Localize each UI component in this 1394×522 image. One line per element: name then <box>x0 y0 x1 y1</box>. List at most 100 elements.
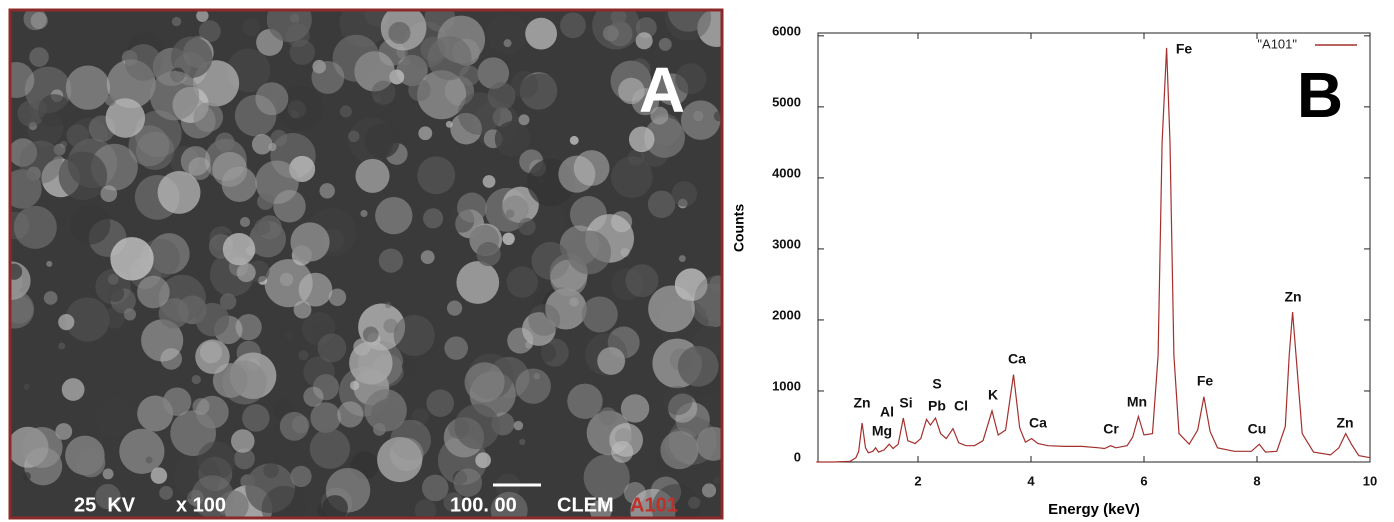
grain <box>599 501 608 509</box>
scale-label: 100. 00 <box>450 494 517 516</box>
grain <box>37 94 71 127</box>
y-tick-label: 0 <box>794 449 801 464</box>
y-tick-label: 4000 <box>772 165 801 180</box>
grain <box>373 94 382 103</box>
grain <box>709 275 722 292</box>
grain <box>191 475 235 518</box>
grain <box>515 368 551 404</box>
grain <box>219 293 237 310</box>
grain <box>522 312 556 346</box>
grain <box>53 143 66 156</box>
lab-label: CLEM <box>557 494 614 516</box>
grain <box>502 232 515 246</box>
grain <box>312 374 340 401</box>
grain <box>312 59 327 74</box>
grain <box>279 272 294 287</box>
grain <box>581 296 618 333</box>
grain <box>569 135 579 145</box>
grain <box>23 383 30 390</box>
peak-label: Si <box>899 395 912 411</box>
grain <box>159 486 173 500</box>
grain <box>408 78 431 102</box>
grain <box>354 51 395 92</box>
grain <box>383 318 398 334</box>
panel-letter: A <box>639 54 685 126</box>
grain <box>137 395 174 432</box>
peak-label: Mn <box>1127 394 1147 410</box>
grain <box>658 37 672 51</box>
grain <box>150 467 168 484</box>
grain <box>30 12 48 30</box>
peak-label: S <box>932 376 941 392</box>
grain <box>134 110 182 158</box>
grain <box>680 100 721 140</box>
peak-label: Zn <box>1284 289 1301 305</box>
grain <box>19 140 63 184</box>
grain <box>46 260 53 267</box>
grain <box>506 266 538 298</box>
grain <box>664 427 699 463</box>
grain <box>482 175 496 188</box>
grain <box>110 237 154 281</box>
grain <box>417 70 467 120</box>
grain <box>339 105 352 118</box>
grain <box>61 378 85 401</box>
grain <box>610 268 644 301</box>
grain <box>688 496 701 509</box>
grain <box>137 275 170 309</box>
grain <box>160 348 183 370</box>
spectrum-panel: Counts Energy (keV) B 0 1000 2000 3000 4000 5… <box>731 23 1378 518</box>
grain <box>443 492 464 513</box>
grain <box>128 125 170 167</box>
grain <box>310 402 342 433</box>
grain <box>421 474 449 502</box>
grain <box>507 327 534 354</box>
grain <box>10 138 38 167</box>
grain <box>255 82 289 116</box>
grain <box>60 140 68 149</box>
grain <box>58 342 66 350</box>
grain <box>569 297 579 307</box>
peak-label: Pb <box>928 398 946 414</box>
grain <box>107 273 119 285</box>
grain <box>277 85 324 131</box>
grain <box>694 275 722 323</box>
grain <box>290 222 330 262</box>
grain <box>518 217 536 236</box>
grain <box>255 160 299 205</box>
grain <box>311 60 345 94</box>
y-tick-label: 6000 <box>772 23 801 38</box>
y-tick-label: 2000 <box>772 307 801 322</box>
grain <box>298 350 309 361</box>
grain <box>303 386 324 407</box>
grain <box>298 272 333 307</box>
grain <box>618 77 645 105</box>
grain <box>456 192 487 223</box>
grain <box>289 39 315 65</box>
grain <box>651 484 701 518</box>
grain <box>401 358 419 375</box>
legend-label: "A101" <box>1257 36 1297 51</box>
grain <box>257 193 274 210</box>
grain <box>620 394 650 423</box>
grain <box>328 288 347 307</box>
peak-label: Cu <box>1248 421 1267 437</box>
grain <box>558 155 596 193</box>
grain <box>242 404 270 432</box>
grain <box>337 401 364 428</box>
grain <box>58 151 108 201</box>
y-tick-label: 3000 <box>772 236 801 251</box>
grain <box>157 170 201 214</box>
grain <box>502 186 539 224</box>
grain <box>270 129 288 147</box>
x-tick-label: 4 <box>1027 473 1035 488</box>
grain <box>10 295 34 324</box>
grain <box>103 307 125 329</box>
grain <box>713 476 721 484</box>
grain <box>525 17 558 50</box>
grain <box>648 285 695 333</box>
grain <box>21 426 63 468</box>
peak-label: Al <box>880 404 894 420</box>
grain <box>677 345 719 387</box>
grain <box>647 190 676 219</box>
